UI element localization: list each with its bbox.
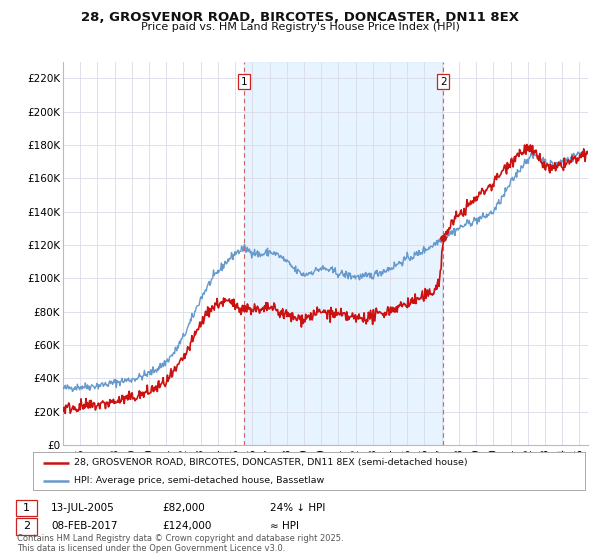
Text: Contains HM Land Registry data © Crown copyright and database right 2025.
This d: Contains HM Land Registry data © Crown c… — [17, 534, 343, 553]
Text: £124,000: £124,000 — [162, 521, 211, 531]
Bar — [244, 62, 443, 445]
Text: £82,000: £82,000 — [162, 503, 205, 513]
Text: 2: 2 — [23, 521, 30, 531]
Text: 1: 1 — [241, 77, 248, 87]
Text: 24% ↓ HPI: 24% ↓ HPI — [270, 503, 325, 513]
Text: Price paid vs. HM Land Registry's House Price Index (HPI): Price paid vs. HM Land Registry's House … — [140, 22, 460, 32]
Text: 28, GROSVENOR ROAD, BIRCOTES, DONCASTER, DN11 8EX (semi-detached house): 28, GROSVENOR ROAD, BIRCOTES, DONCASTER,… — [74, 458, 468, 467]
Text: 1: 1 — [23, 503, 30, 513]
Text: 28, GROSVENOR ROAD, BIRCOTES, DONCASTER, DN11 8EX: 28, GROSVENOR ROAD, BIRCOTES, DONCASTER,… — [81, 11, 519, 24]
Text: 2: 2 — [440, 77, 447, 87]
Text: HPI: Average price, semi-detached house, Bassetlaw: HPI: Average price, semi-detached house,… — [74, 477, 325, 486]
Text: 08-FEB-2017: 08-FEB-2017 — [51, 521, 118, 531]
Text: 13-JUL-2005: 13-JUL-2005 — [51, 503, 115, 513]
Text: ≈ HPI: ≈ HPI — [270, 521, 299, 531]
